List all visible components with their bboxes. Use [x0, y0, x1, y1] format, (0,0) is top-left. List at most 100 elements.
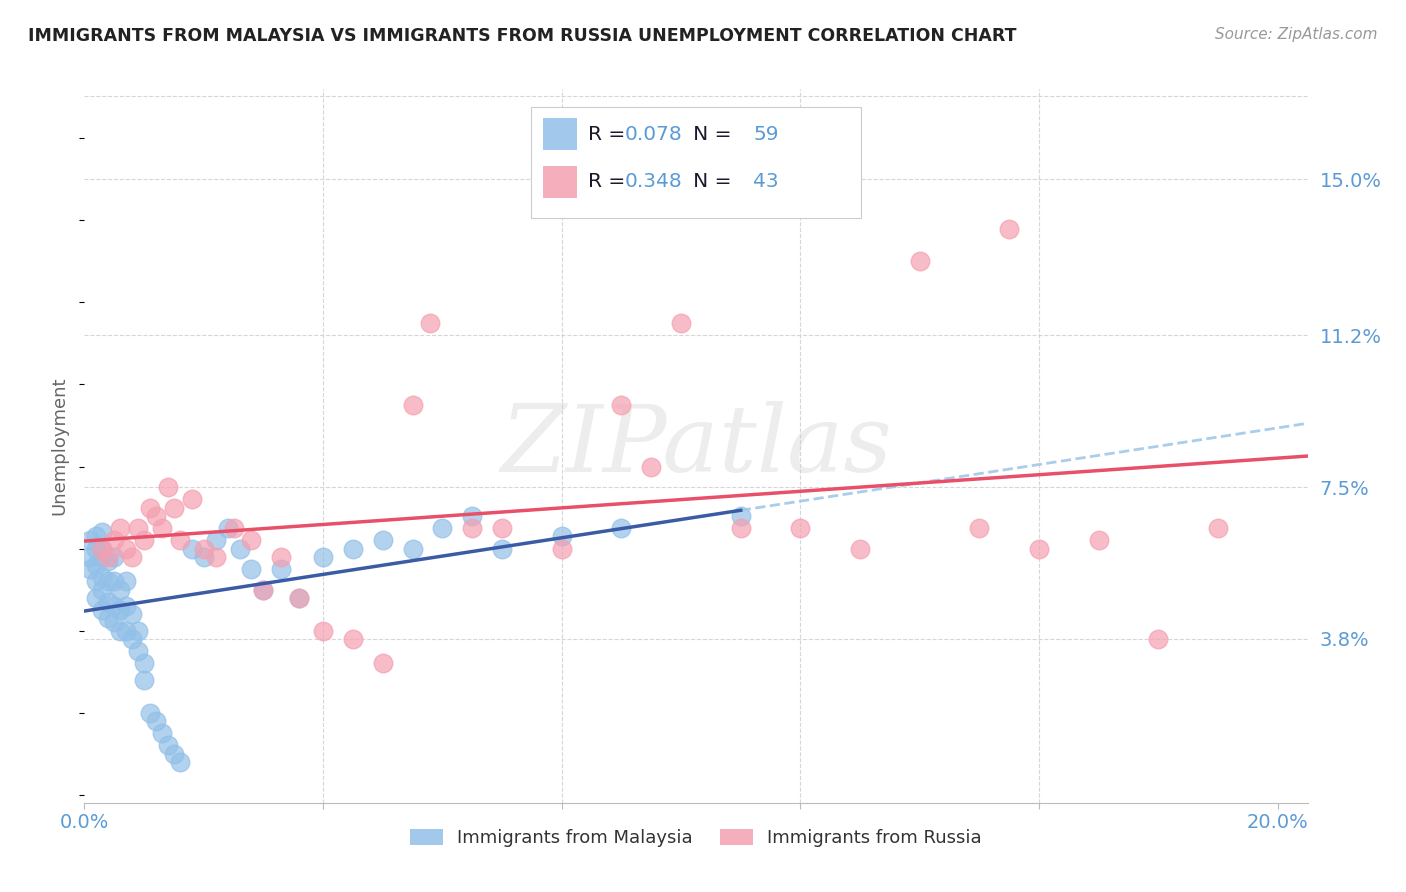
Point: [103, 599, 125, 613]
Point: [312, 549, 335, 564]
Point: [97, 554, 120, 568]
Point: [84, 529, 107, 543]
Text: N =: N =: [673, 172, 738, 192]
Point: [849, 541, 872, 556]
FancyBboxPatch shape: [543, 166, 578, 198]
Point: [91, 525, 114, 540]
Point: [461, 508, 484, 523]
Point: [163, 500, 186, 515]
Point: [998, 221, 1021, 235]
Point: [84, 558, 107, 572]
Point: [1206, 521, 1229, 535]
Point: [730, 508, 752, 523]
Text: 59: 59: [754, 125, 779, 144]
Point: [193, 549, 215, 564]
Point: [139, 500, 162, 515]
FancyBboxPatch shape: [531, 107, 860, 218]
Point: [79, 562, 101, 576]
Point: [132, 673, 155, 687]
Point: [103, 615, 125, 630]
Point: [115, 599, 138, 613]
Point: [1147, 632, 1170, 646]
Point: [342, 541, 364, 556]
Y-axis label: Unemployment: Unemployment: [51, 376, 69, 516]
Point: [217, 521, 239, 535]
Point: [1028, 541, 1050, 556]
Point: [610, 521, 633, 535]
Point: [419, 316, 441, 330]
Point: [97, 574, 120, 589]
Point: [156, 480, 179, 494]
Point: [121, 607, 143, 622]
Point: [103, 549, 125, 564]
Point: [969, 521, 991, 535]
Point: [204, 533, 226, 548]
Point: [461, 521, 484, 535]
Text: R =: R =: [588, 125, 631, 144]
Point: [401, 398, 423, 412]
Point: [288, 591, 311, 605]
Point: [730, 521, 752, 535]
Point: [312, 624, 335, 638]
Point: [121, 632, 143, 646]
Point: [240, 533, 263, 548]
Point: [491, 521, 513, 535]
Point: [371, 657, 394, 671]
Point: [121, 549, 143, 564]
Point: [108, 521, 131, 535]
Point: [97, 611, 120, 625]
Text: N =: N =: [673, 125, 738, 144]
Point: [91, 582, 114, 597]
Point: [551, 541, 574, 556]
Point: [127, 521, 149, 535]
Point: [91, 541, 114, 556]
Point: [401, 541, 423, 556]
Point: [115, 624, 138, 638]
Point: [610, 398, 633, 412]
Text: 0.348: 0.348: [626, 172, 683, 192]
Point: [169, 755, 191, 769]
Point: [145, 508, 167, 523]
Point: [204, 549, 226, 564]
Point: [103, 533, 125, 548]
Point: [222, 521, 245, 535]
Point: [789, 521, 811, 535]
Point: [252, 582, 274, 597]
Point: [156, 739, 179, 753]
Point: [169, 533, 191, 548]
Point: [103, 574, 125, 589]
Point: [145, 714, 167, 728]
Point: [84, 541, 107, 556]
Point: [180, 541, 202, 556]
Point: [108, 582, 131, 597]
Point: [342, 632, 364, 646]
Text: ZIPatlas: ZIPatlas: [501, 401, 891, 491]
Point: [84, 591, 107, 605]
Point: [640, 459, 662, 474]
Point: [551, 529, 574, 543]
Point: [91, 570, 114, 584]
Point: [193, 541, 215, 556]
Point: [79, 549, 101, 564]
Point: [115, 541, 138, 556]
Point: [108, 624, 131, 638]
Point: [97, 549, 120, 564]
Point: [491, 541, 513, 556]
Point: [91, 549, 114, 564]
Point: [163, 747, 186, 761]
Point: [132, 533, 155, 548]
Point: [908, 254, 931, 268]
Point: [91, 541, 114, 556]
Point: [115, 574, 138, 589]
Point: [288, 591, 311, 605]
Point: [240, 562, 263, 576]
Point: [180, 492, 202, 507]
Point: [91, 603, 114, 617]
Text: 43: 43: [754, 172, 779, 192]
Text: Source: ZipAtlas.com: Source: ZipAtlas.com: [1215, 27, 1378, 42]
Point: [108, 603, 131, 617]
Point: [97, 595, 120, 609]
Point: [669, 316, 692, 330]
Point: [79, 533, 101, 548]
Point: [252, 582, 274, 597]
